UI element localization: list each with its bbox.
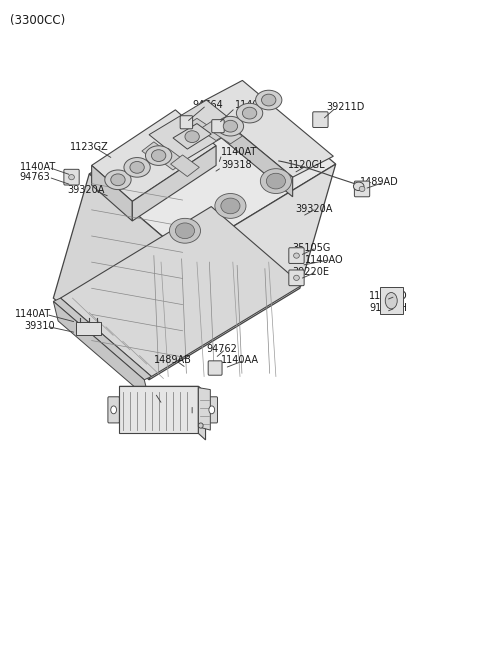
- Ellipse shape: [198, 423, 203, 428]
- Text: 94764: 94764: [192, 100, 223, 110]
- Text: 1123GZ: 1123GZ: [70, 142, 109, 152]
- Ellipse shape: [294, 275, 300, 280]
- Text: 1140AT: 1140AT: [221, 147, 257, 157]
- Text: 1140AA: 1140AA: [221, 355, 259, 365]
- Text: 1120GL: 1120GL: [288, 160, 325, 170]
- Polygon shape: [120, 386, 205, 393]
- Text: 1140AO: 1140AO: [369, 291, 408, 301]
- Ellipse shape: [262, 94, 276, 106]
- Text: 1140AO: 1140AO: [305, 255, 343, 265]
- Polygon shape: [76, 322, 101, 335]
- Polygon shape: [92, 110, 216, 201]
- Text: 39320A: 39320A: [68, 185, 105, 195]
- Ellipse shape: [266, 174, 286, 189]
- Ellipse shape: [223, 121, 238, 132]
- FancyBboxPatch shape: [212, 120, 224, 133]
- Polygon shape: [89, 83, 336, 255]
- Text: 1140ER: 1140ER: [168, 400, 206, 409]
- Circle shape: [111, 406, 117, 414]
- Polygon shape: [199, 122, 228, 141]
- Polygon shape: [53, 298, 152, 380]
- Polygon shape: [214, 125, 242, 144]
- FancyBboxPatch shape: [64, 170, 79, 185]
- Ellipse shape: [255, 90, 282, 110]
- Polygon shape: [380, 287, 403, 314]
- Text: 39318: 39318: [221, 160, 252, 170]
- Circle shape: [209, 406, 215, 414]
- Ellipse shape: [145, 146, 172, 166]
- Polygon shape: [60, 206, 302, 377]
- Ellipse shape: [294, 253, 300, 258]
- Polygon shape: [198, 386, 205, 440]
- FancyBboxPatch shape: [108, 397, 120, 423]
- Ellipse shape: [175, 223, 194, 238]
- Text: 1489AB: 1489AB: [154, 355, 192, 365]
- Ellipse shape: [152, 150, 166, 162]
- Text: 39220E: 39220E: [293, 267, 330, 277]
- Text: 39320A: 39320A: [295, 204, 333, 214]
- Ellipse shape: [221, 198, 240, 214]
- Polygon shape: [202, 81, 333, 177]
- Ellipse shape: [260, 169, 291, 193]
- FancyBboxPatch shape: [289, 248, 304, 263]
- FancyBboxPatch shape: [313, 112, 328, 128]
- Ellipse shape: [124, 158, 150, 177]
- Polygon shape: [53, 301, 149, 400]
- Text: 91980H: 91980H: [369, 303, 407, 313]
- Ellipse shape: [215, 193, 246, 218]
- Polygon shape: [185, 119, 214, 138]
- Text: 35105G: 35105G: [293, 243, 331, 253]
- Ellipse shape: [130, 162, 144, 174]
- Ellipse shape: [359, 186, 365, 191]
- Text: 1140AT: 1140AT: [15, 309, 51, 320]
- Polygon shape: [132, 146, 216, 221]
- Text: (3300CC): (3300CC): [10, 14, 65, 27]
- Text: 39110: 39110: [137, 388, 168, 398]
- FancyBboxPatch shape: [354, 181, 370, 196]
- Ellipse shape: [105, 170, 131, 189]
- Ellipse shape: [385, 293, 397, 309]
- Polygon shape: [173, 124, 211, 149]
- Text: 94762: 94762: [206, 344, 238, 354]
- Ellipse shape: [111, 174, 125, 185]
- Polygon shape: [149, 164, 336, 380]
- Ellipse shape: [185, 131, 199, 143]
- Polygon shape: [156, 149, 185, 170]
- Polygon shape: [142, 142, 170, 164]
- Polygon shape: [170, 155, 199, 176]
- Text: 1140AT: 1140AT: [235, 100, 272, 110]
- Ellipse shape: [69, 174, 74, 179]
- Text: 39310: 39310: [24, 321, 55, 331]
- Ellipse shape: [242, 107, 257, 119]
- Polygon shape: [92, 166, 132, 221]
- FancyBboxPatch shape: [180, 116, 192, 129]
- Polygon shape: [53, 174, 185, 380]
- Ellipse shape: [169, 218, 201, 243]
- Ellipse shape: [353, 182, 364, 191]
- Ellipse shape: [217, 117, 243, 136]
- Ellipse shape: [237, 103, 263, 123]
- Polygon shape: [149, 100, 240, 162]
- Polygon shape: [202, 102, 293, 196]
- Text: 1140AT: 1140AT: [20, 162, 56, 172]
- Polygon shape: [120, 386, 198, 434]
- Text: 94763: 94763: [20, 172, 50, 182]
- FancyBboxPatch shape: [208, 361, 222, 375]
- Polygon shape: [198, 388, 210, 430]
- FancyBboxPatch shape: [206, 397, 217, 423]
- Text: 39211D: 39211D: [326, 102, 364, 111]
- Text: 1489AD: 1489AD: [360, 178, 398, 187]
- FancyBboxPatch shape: [289, 270, 304, 286]
